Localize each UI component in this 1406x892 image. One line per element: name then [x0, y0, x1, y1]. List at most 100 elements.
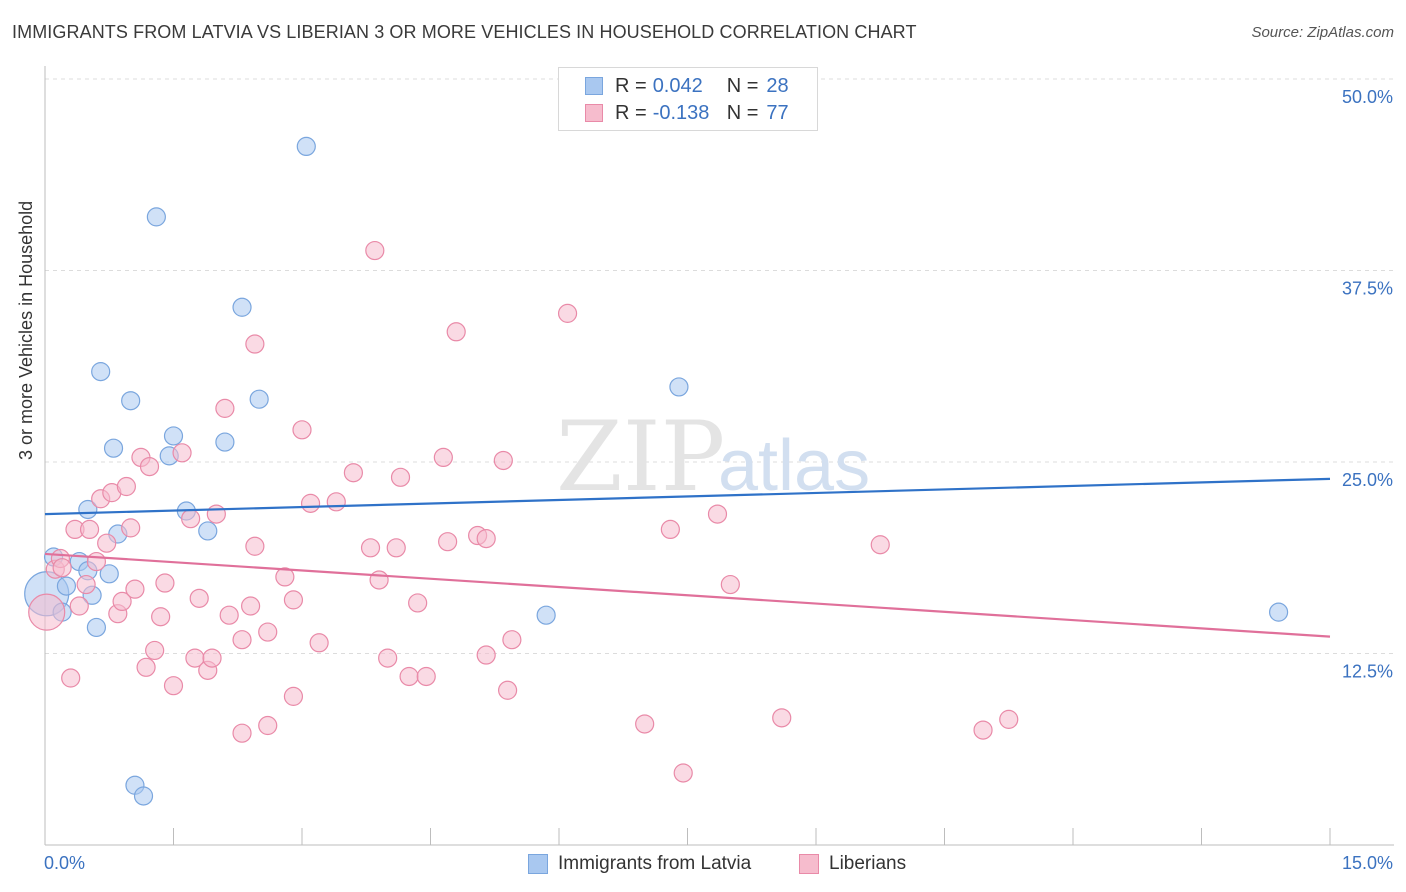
- point-liberian: [557, 303, 578, 323]
- point-latvia: [133, 786, 154, 806]
- trend-line-liberians: [44, 552, 1331, 638]
- point-liberian: [28, 593, 66, 631]
- point-liberian: [300, 493, 321, 513]
- trend-lines: [44, 477, 1331, 638]
- point-liberian: [390, 467, 411, 487]
- legend-n-value: 77: [766, 101, 789, 124]
- point-liberian: [433, 447, 453, 468]
- point-liberian: [870, 535, 890, 555]
- legend-row-latvia: R = 0.042 N = 28: [585, 74, 789, 98]
- y-axis-label: 3 or more Vehicles in Household: [16, 200, 36, 460]
- x-tick-label-min: 0.0%: [44, 853, 85, 873]
- point-latvia: [146, 207, 166, 227]
- point-liberian: [476, 645, 496, 665]
- y-tick-label: 25.0%: [1342, 470, 1393, 490]
- point-liberian: [139, 456, 160, 477]
- point-liberian: [145, 640, 165, 661]
- point-liberian: [498, 680, 518, 700]
- series-swatch-latvia: [528, 854, 548, 874]
- point-liberian: [707, 504, 728, 524]
- point-liberian: [232, 630, 252, 650]
- legend-swatch-liberians: [585, 104, 603, 122]
- point-liberian: [292, 420, 312, 440]
- axes: [44, 66, 1394, 846]
- point-liberian: [365, 240, 385, 261]
- point-liberian: [245, 536, 265, 556]
- y-tick-label: 50.0%: [1342, 87, 1393, 107]
- legend-swatch-latvia: [585, 77, 603, 95]
- point-liberian: [69, 596, 89, 616]
- correlation-legend: R = 0.042 N = 28 R = -0.138 N = 77: [558, 67, 818, 131]
- point-liberian: [79, 519, 100, 540]
- point-liberian: [258, 622, 278, 642]
- point-liberian: [360, 538, 381, 558]
- point-latvia: [163, 426, 184, 446]
- point-liberian: [635, 714, 655, 734]
- point-liberian: [408, 593, 428, 613]
- point-liberian: [438, 532, 458, 552]
- legend-r-label: R =: [615, 101, 647, 124]
- legend-r-value: 0.042: [652, 74, 703, 97]
- legend-n-value: 28: [766, 74, 789, 97]
- point-liberian: [283, 590, 304, 610]
- point-liberian: [446, 322, 466, 342]
- point-latvia: [669, 377, 689, 397]
- point-liberian: [502, 630, 522, 650]
- point-liberian: [973, 720, 993, 740]
- point-liberian: [181, 509, 201, 529]
- legend-r-value: -0.138: [652, 101, 710, 124]
- chart-title: IMMIGRANTS FROM LATVIA VS LIBERIAN 3 OR …: [12, 22, 917, 42]
- point-liberian: [660, 519, 680, 540]
- series-legend-latvia[interactable]: Immigrants from Latvia: [528, 852, 751, 876]
- point-liberian: [378, 648, 398, 668]
- point-latvia: [1268, 602, 1289, 622]
- point-latvia: [296, 136, 316, 157]
- point-latvia: [91, 362, 111, 382]
- point-liberian: [343, 463, 363, 483]
- legend-n-label: N =: [726, 74, 759, 97]
- point-liberian: [202, 648, 222, 668]
- point-liberian: [476, 528, 496, 549]
- point-latvia: [232, 297, 252, 317]
- point-liberian: [76, 574, 96, 595]
- legend-r-label: R =: [615, 74, 647, 97]
- point-liberian: [999, 709, 1019, 729]
- point-liberian: [116, 476, 136, 497]
- y-tick-label: 12.5%: [1342, 662, 1393, 682]
- point-latvia: [99, 564, 119, 584]
- point-liberian: [241, 596, 261, 616]
- point-liberian: [386, 538, 406, 558]
- x-tick-label-max: 15.0%: [1342, 853, 1393, 873]
- legend-row-liberians: R = -0.138 N = 77: [585, 101, 789, 125]
- point-liberian: [121, 518, 141, 538]
- point-liberian: [232, 723, 252, 743]
- point-latvia: [103, 438, 124, 458]
- point-liberian: [245, 334, 265, 354]
- point-liberian: [309, 633, 329, 653]
- point-liberian: [86, 551, 107, 572]
- series-label-latvia: Immigrants from Latvia: [558, 853, 752, 874]
- point-liberian: [215, 398, 235, 418]
- point-liberian: [416, 666, 436, 687]
- tick-labels: 12.5% 25.0% 37.5% 50.0% 0.0% 15.0%: [44, 87, 1393, 873]
- series-legend-liberians[interactable]: Liberians: [799, 852, 906, 876]
- data-points: [24, 136, 1289, 806]
- point-latvia: [249, 389, 269, 409]
- point-liberian: [283, 686, 304, 706]
- point-liberian: [151, 607, 171, 627]
- point-liberian: [326, 492, 346, 512]
- point-liberian: [112, 591, 132, 612]
- legend-n-label: N =: [726, 101, 759, 124]
- point-liberian: [772, 708, 792, 728]
- point-liberian: [720, 574, 740, 595]
- point-liberian: [673, 763, 693, 783]
- trend-line-latvia: [44, 477, 1331, 516]
- point-liberian: [219, 605, 239, 625]
- point-liberian: [97, 533, 117, 553]
- source-credit: Source: ZipAtlas.com: [1251, 24, 1394, 41]
- point-liberian: [258, 715, 278, 736]
- point-latvia: [215, 432, 235, 452]
- series-swatch-liberians: [799, 854, 819, 874]
- point-liberian: [275, 567, 295, 587]
